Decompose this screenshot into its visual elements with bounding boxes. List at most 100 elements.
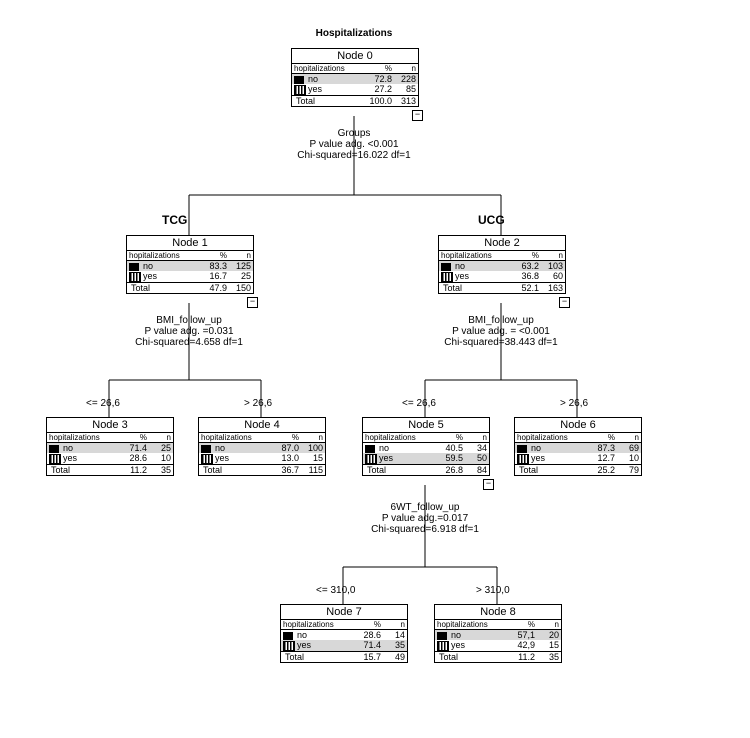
branch-1l: <= 26,6 [86, 398, 120, 409]
node-total: Total36.7115 [199, 464, 325, 475]
solid-mark-icon [517, 445, 527, 453]
node-header: hopitalizations%n [199, 433, 325, 443]
branch-2r: > 26,6 [560, 398, 588, 409]
node-title: Node 6 [515, 418, 641, 433]
node-header: hopitalizations%n [363, 433, 489, 443]
node-header: hopitalizations%n [515, 433, 641, 443]
node-row-yes: yes16.725 [127, 271, 253, 282]
split-1-p: P value adg. =0.031 [89, 326, 289, 337]
node-title: Node 5 [363, 418, 489, 433]
tree-node-n8: Node 8hopitalizations%nno57,120yes42,915… [434, 604, 562, 663]
node-title: Node 8 [435, 605, 561, 620]
stripe-mark-icon [129, 272, 141, 282]
node-title: Node 2 [439, 236, 565, 251]
node-row-no: no57,120 [435, 630, 561, 640]
node-title: Node 7 [281, 605, 407, 620]
node-row-no: no40.534 [363, 443, 489, 453]
node-header: hopitalizations%n [127, 251, 253, 261]
tree-node-n0: Node 0hopitalizations%nno72.8228yes27.28… [291, 48, 419, 107]
collapse-icon[interactable]: − [412, 110, 423, 121]
node-row-yes: yes42,915 [435, 640, 561, 651]
node-row-no: no71.425 [47, 443, 173, 453]
collapse-icon[interactable]: − [247, 297, 258, 308]
node-row-yes: yes59.550 [363, 453, 489, 464]
node-total: Total11.235 [47, 464, 173, 475]
chart-title: Hospitalizations [290, 28, 418, 39]
split-0-p: P value adg. <0.001 [254, 139, 454, 150]
node-total: Total11.235 [435, 651, 561, 662]
node-total: Total100.0313 [292, 95, 418, 106]
split-5-chi: Chi-squared=6.918 df=1 [325, 524, 525, 535]
solid-mark-icon [283, 632, 293, 640]
tree-node-n1: Node 1hopitalizations%nno83.3125yes16.72… [126, 235, 254, 294]
stripe-mark-icon [49, 454, 61, 464]
node-total: Total25.279 [515, 464, 641, 475]
split-2-chi: Chi-squared=38.443 df=1 [401, 337, 601, 348]
solid-mark-icon [129, 263, 139, 271]
split-0-chi: Chi-squared=16.022 df=1 [254, 150, 454, 161]
split-2: BMI_follow_up P value adg. = <0.001 Chi-… [401, 315, 601, 348]
node-row-yes: yes13.015 [199, 453, 325, 464]
node-row-no: no28.614 [281, 630, 407, 640]
split-0-var: Groups [254, 128, 454, 139]
node-header: hopitalizations%n [292, 64, 418, 74]
collapse-icon[interactable]: − [559, 297, 570, 308]
split-1: BMI_follow_up P value adg. =0.031 Chi-sq… [89, 315, 289, 348]
node-total: Total47.9150 [127, 282, 253, 293]
node-header: hopitalizations%n [47, 433, 173, 443]
solid-mark-icon [365, 445, 375, 453]
solid-mark-icon [441, 263, 451, 271]
stripe-mark-icon [441, 272, 453, 282]
solid-mark-icon [437, 632, 447, 640]
node-total: Total52.1163 [439, 282, 565, 293]
node-title: Node 3 [47, 418, 173, 433]
node-total: Total26.884 [363, 464, 489, 475]
node-total: Total15.749 [281, 651, 407, 662]
stripe-mark-icon [283, 641, 295, 651]
node-row-yes: yes71.435 [281, 640, 407, 651]
stripe-mark-icon [365, 454, 377, 464]
node-row-no: no83.3125 [127, 261, 253, 271]
tree-node-n3: Node 3hopitalizations%nno71.425yes28.610… [46, 417, 174, 476]
node-title: Node 0 [292, 49, 418, 64]
node-row-yes: yes27.285 [292, 84, 418, 95]
node-header: hopitalizations%n [281, 620, 407, 630]
node-row-no: no63.2103 [439, 261, 565, 271]
node-header: hopitalizations%n [435, 620, 561, 630]
solid-mark-icon [49, 445, 59, 453]
stripe-mark-icon [437, 641, 449, 651]
node-row-yes: yes12.710 [515, 453, 641, 464]
tree-node-n7: Node 7hopitalizations%nno28.614yes71.435… [280, 604, 408, 663]
branch-tcg: TCG [162, 213, 187, 227]
node-header: hopitalizations%n [439, 251, 565, 261]
node-title: Node 4 [199, 418, 325, 433]
split-1-var: BMI_follow_up [89, 315, 289, 326]
branch-2l: <= 26,6 [402, 398, 436, 409]
stripe-mark-icon [201, 454, 213, 464]
split-2-p: P value adg. = <0.001 [401, 326, 601, 337]
split-0: Groups P value adg. <0.001 Chi-squared=1… [254, 128, 454, 161]
tree-node-n4: Node 4hopitalizations%nno87.0100yes13.01… [198, 417, 326, 476]
solid-mark-icon [201, 445, 211, 453]
solid-mark-icon [294, 76, 304, 84]
tree-node-n2: Node 2hopitalizations%nno63.2103yes36.86… [438, 235, 566, 294]
node-row-no: no72.8228 [292, 74, 418, 84]
split-5-var: 6WT_follow_up [325, 502, 525, 513]
stripe-mark-icon [294, 85, 306, 95]
node-row-no: no87.0100 [199, 443, 325, 453]
collapse-icon[interactable]: − [483, 479, 494, 490]
stripe-mark-icon [517, 454, 529, 464]
branch-5r: > 310,0 [476, 585, 510, 596]
split-2-var: BMI_follow_up [401, 315, 601, 326]
split-5: 6WT_follow_up P value adg.=0.017 Chi-squ… [325, 502, 525, 535]
split-1-chi: Chi-squared=4.658 df=1 [89, 337, 289, 348]
tree-node-n5: Node 5hopitalizations%nno40.534yes59.550… [362, 417, 490, 476]
node-row-yes: yes28.610 [47, 453, 173, 464]
tree-node-n6: Node 6hopitalizations%nno87.369yes12.710… [514, 417, 642, 476]
split-5-p: P value adg.=0.017 [325, 513, 525, 524]
branch-1r: > 26,6 [244, 398, 272, 409]
node-row-yes: yes36.860 [439, 271, 565, 282]
branch-5l: <= 310,0 [316, 585, 355, 596]
branch-ucg: UCG [478, 213, 505, 227]
node-row-no: no87.369 [515, 443, 641, 453]
